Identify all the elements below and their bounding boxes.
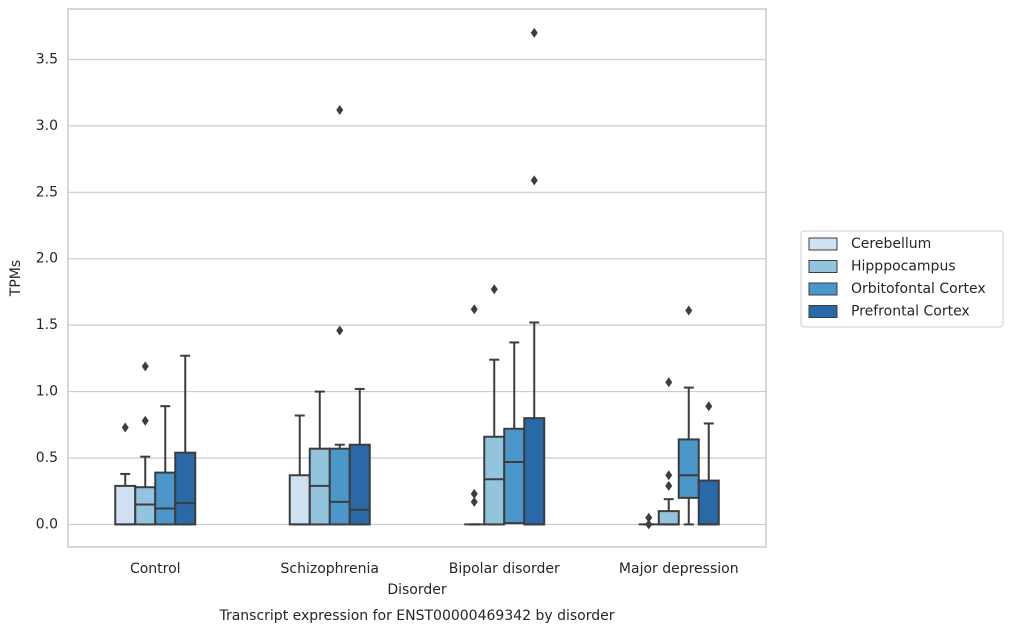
y-tick-label: 0.5 — [36, 450, 58, 466]
outlier — [665, 377, 673, 388]
box — [114, 484, 137, 526]
outlier — [705, 401, 713, 412]
y-tick-label: 1.0 — [36, 384, 58, 400]
box — [483, 435, 506, 526]
x-tick-label: Major depression — [619, 561, 739, 577]
outlier — [470, 488, 478, 499]
outlier — [685, 305, 693, 316]
outlier — [530, 175, 538, 186]
box — [134, 486, 157, 526]
legend-swatch — [808, 260, 838, 273]
box — [677, 438, 700, 499]
x-tick-label: Control — [130, 561, 181, 577]
outlier — [141, 415, 149, 426]
box — [174, 451, 197, 526]
legend-label: Hipppocampus — [851, 259, 956, 275]
outlier — [141, 361, 149, 372]
outlier — [470, 496, 478, 507]
outlier — [645, 512, 653, 523]
y-tick-label: 0.0 — [36, 516, 58, 532]
y-tick-label: 3.5 — [36, 51, 58, 67]
outlier — [645, 519, 653, 530]
x-axis-label: Disorder — [387, 582, 447, 598]
outlier — [336, 325, 344, 336]
legend-label: Orbitofontal Cortex — [851, 281, 986, 297]
box — [328, 447, 351, 526]
y-axis-label: TPMs — [8, 260, 24, 297]
legend-swatch — [808, 282, 838, 296]
x-tick-label: Schizophrenia — [281, 561, 379, 577]
legend-label: Cerebellum — [851, 236, 931, 252]
y-tick-label: 2.5 — [36, 184, 58, 200]
plot-frame — [67, 8, 767, 548]
y-tick-label: 2.0 — [36, 251, 58, 267]
box — [503, 427, 526, 525]
legend-label: Prefrontal Cortex — [851, 304, 970, 320]
box — [154, 471, 177, 526]
x-tick-label: Bipolar disorder — [449, 561, 560, 577]
outlier — [665, 480, 673, 491]
outlier — [665, 470, 673, 481]
outlier — [470, 304, 478, 315]
outlier — [530, 27, 538, 38]
outlier — [336, 104, 344, 115]
chart-title: Transcript expression for ENST0000046934… — [218, 608, 614, 624]
outlier — [121, 422, 129, 433]
box — [697, 479, 720, 526]
y-tick-label: 1.5 — [36, 317, 58, 333]
box — [288, 474, 311, 526]
legend-box — [800, 230, 1004, 328]
box — [523, 417, 546, 526]
legend-swatch — [808, 305, 838, 318]
outlier — [490, 284, 498, 295]
box — [657, 510, 680, 526]
box — [348, 443, 371, 526]
legend-swatch — [808, 237, 838, 251]
y-tick-label: 3.0 — [36, 118, 58, 134]
